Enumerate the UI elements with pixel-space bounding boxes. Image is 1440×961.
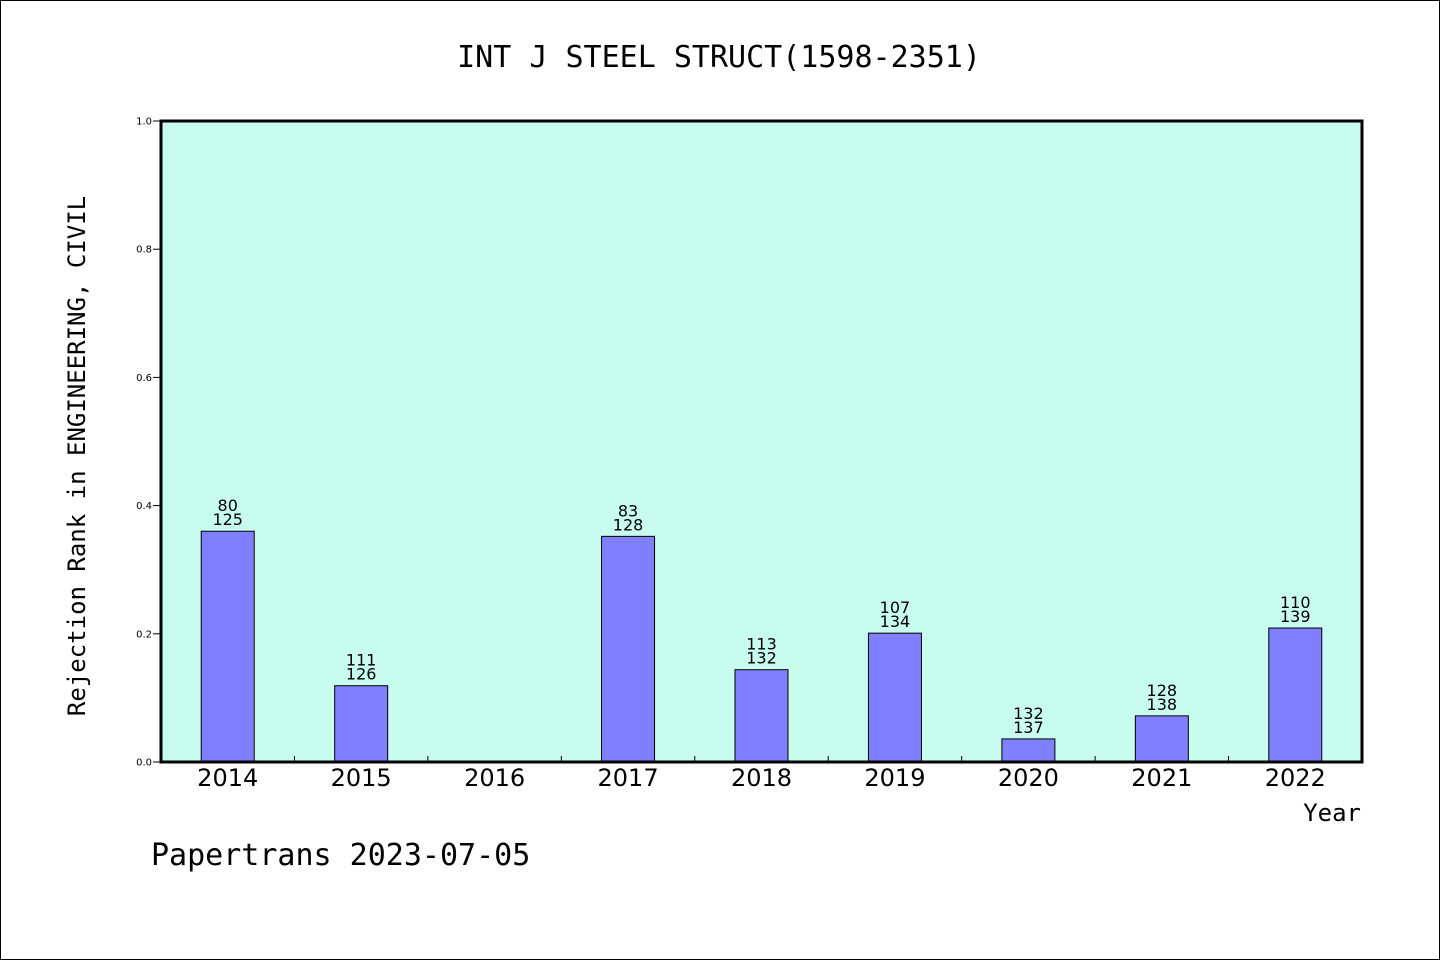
data-label-top: 128 (1147, 681, 1178, 700)
y-axis-label: Rejection Rank in ENGINEERING, CIVIL (63, 196, 91, 716)
data-label-bottom: 128 (613, 515, 644, 534)
y-tick-label: 0.6 (136, 373, 152, 384)
x-tick-label: 2018 (731, 764, 792, 792)
bar (601, 535, 656, 763)
x-tick-label: 2021 (1131, 764, 1192, 792)
data-label-bottom: 132 (746, 649, 777, 668)
x-tick-label: 2015 (331, 764, 392, 792)
data-label-bottom: 138 (1147, 695, 1178, 714)
x-tick-label: 2016 (464, 764, 525, 792)
data-label-bottom: 139 (1280, 607, 1311, 626)
data-label-top: 83 (618, 501, 638, 520)
footer-text: Papertrans 2023-07-05 (151, 838, 530, 873)
data-label-top: 132 (1013, 704, 1044, 723)
x-tick-label: 2022 (1265, 764, 1326, 792)
data-label-top: 80 (218, 496, 238, 515)
x-tick-label: 2017 (598, 764, 659, 792)
data-label-top: 113 (746, 635, 777, 654)
bars-group (200, 530, 1323, 763)
x-tick-label: 2014 (197, 764, 258, 792)
data-label-top: 107 (880, 598, 911, 617)
plot-area (161, 121, 1362, 762)
x-axis-label: Year (1303, 799, 1361, 827)
bar (200, 530, 255, 763)
data-label-bottom: 137 (1013, 718, 1044, 737)
data-label-bottom: 125 (212, 510, 243, 529)
y-tick-label: 1.0 (136, 117, 152, 128)
y-tick-label: 0.4 (136, 501, 152, 512)
y-axis-ticks: 0.0 0.2 0.4 0.6 0.8 1.0 (136, 117, 161, 769)
x-tick-label: 2020 (998, 764, 1059, 792)
bar (734, 669, 789, 763)
data-label-top: 110 (1280, 593, 1311, 612)
data-label-bottom: 126 (346, 665, 377, 684)
plot-border (159, 119, 1364, 764)
x-axis-ticks: 2014 2015 2016 2017 2018 2019 2020 2021 2022 (197, 756, 1326, 792)
data-label-top: 111 (346, 651, 377, 670)
x-tick-label: 2019 (864, 764, 925, 792)
bar (1268, 627, 1323, 763)
bar (1001, 738, 1056, 763)
bar (334, 685, 389, 763)
chart-title: INT J STEEL STRUCT(1598-2351) (457, 40, 981, 75)
y-tick-label: 0.0 (136, 758, 152, 769)
bar (867, 632, 922, 763)
y-tick-label: 0.2 (136, 629, 152, 640)
y-tick-label: 0.8 (136, 245, 152, 256)
bar (1134, 715, 1189, 763)
data-label-bottom: 134 (880, 612, 911, 631)
data-labels-group: 8012511112683128113132107134132137128138… (212, 496, 1310, 737)
